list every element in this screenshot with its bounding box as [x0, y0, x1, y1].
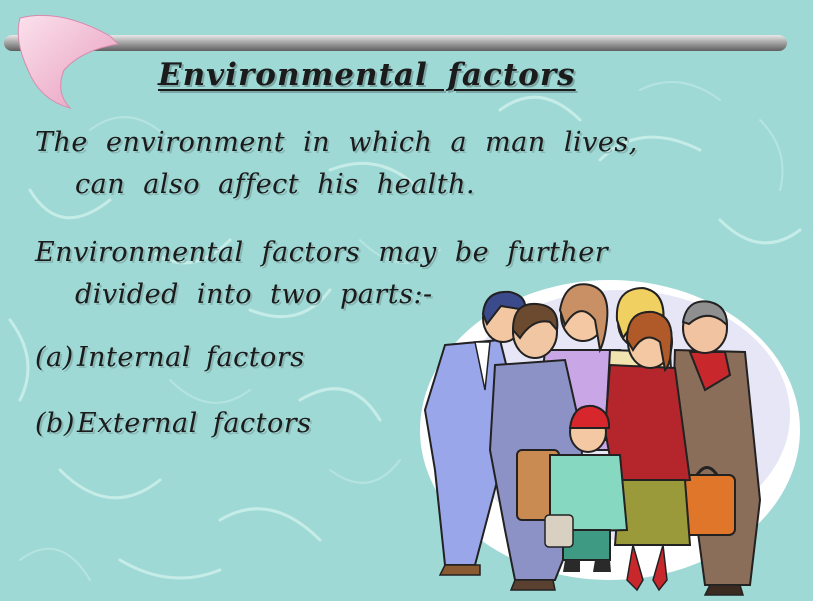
slide-title: Environmental factors [158, 57, 576, 93]
paragraph-line: The environment in which a man lives, [35, 127, 638, 158]
boomerang-shape [17, 14, 120, 109]
list-item-internal-factors: (a) Internal factors [35, 342, 305, 373]
list-marker: (a) [35, 342, 74, 373]
list-item-text: Internal factors [77, 342, 305, 373]
paragraph-line: can also affect his health. [75, 169, 476, 200]
paragraph-environment: The environment in which a man lives, ca… [35, 122, 638, 206]
title-bar-decoration [4, 14, 787, 109]
paragraph-factors: Environmental factors may be further div… [35, 232, 608, 316]
paragraph-line: divided into two parts:- [75, 279, 433, 310]
group-of-people-clipart [420, 280, 800, 596]
list-marker: (b) [35, 408, 75, 439]
person-older-man [668, 300, 762, 596]
list-item-external-factors: (b)External factors [35, 408, 311, 439]
paragraph-line: Environmental factors may be further [35, 237, 609, 268]
person-child [544, 404, 629, 572]
horizontal-bar [4, 35, 787, 51]
list-item-text: External factors [77, 408, 312, 439]
